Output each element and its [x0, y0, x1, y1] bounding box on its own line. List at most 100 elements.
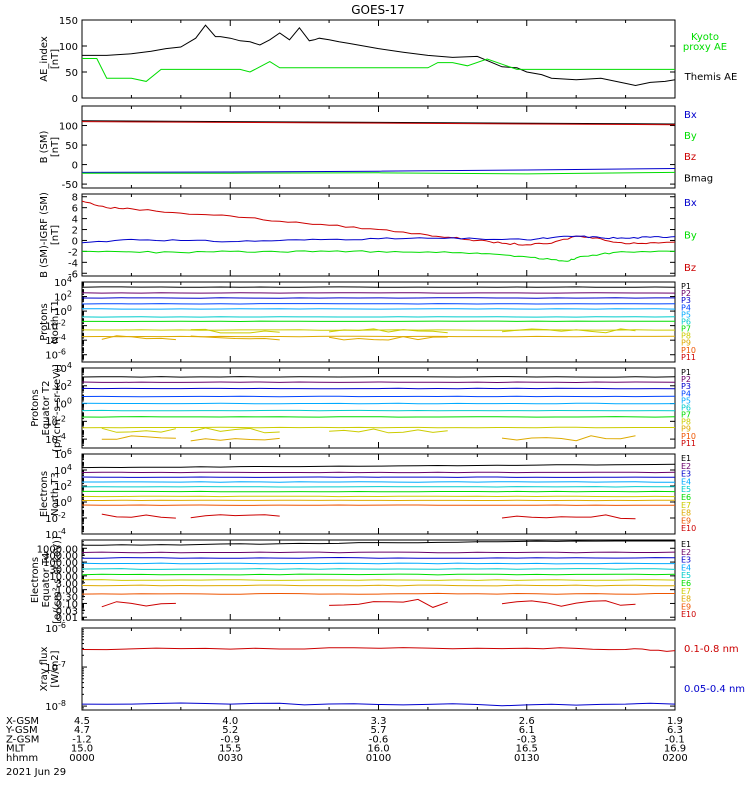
y-tick-label: 102 [54, 290, 72, 304]
y-axis-label: North T3 [50, 472, 61, 516]
y-tick-label: 0.01 [56, 613, 78, 624]
series-0-05-0-4-nm [81, 702, 676, 707]
x-axis-value: 5.2 [222, 725, 238, 736]
y-tick-label: 10-6 [45, 621, 66, 635]
x-axis-table: X-GSM 4.5 4.0 3.3 2.6 1.9 Y-GSM 4.7 5.2 5.7 6.1 6.3… [5, 716, 688, 778]
sparse-channel-line [501, 435, 636, 442]
legend-entry: E7 [681, 501, 691, 510]
y-axis-label: [nT] [50, 137, 61, 157]
legend-entry: P8 [681, 332, 691, 341]
x-axis-value: 0130 [514, 753, 539, 764]
legend-entry: P9 [681, 339, 691, 348]
legend-entry: P11 [681, 353, 696, 362]
channel-line [81, 562, 675, 565]
channel-line [81, 568, 676, 570]
y-axis-label: Protons [30, 389, 41, 426]
sparse-channel-line [101, 435, 176, 440]
series-bx [81, 168, 676, 173]
y-tick-label: 100 [54, 495, 72, 509]
panel-frame [81, 627, 676, 711]
panel-p_t2: 104 102 100 10-2 10-4 Protons Equator T2 [p/(cm… [30, 361, 696, 452]
y-axis-label: [nT] [50, 225, 61, 245]
sparse-channel-line [101, 601, 176, 608]
x-axis-value: 15.5 [219, 744, 241, 755]
x-axis-value: 4.7 [74, 725, 90, 736]
y-tick-label: 100 [59, 122, 78, 133]
y-tick-label: 10-7 [45, 660, 66, 674]
legend-entry: E2 [681, 462, 691, 471]
legend-entry: By [684, 230, 697, 241]
channel-line [81, 579, 676, 581]
legend-entry: P5 [681, 310, 691, 319]
legend-entry: P8 [681, 418, 691, 427]
sparse-channel-line [501, 328, 636, 334]
panel-frame [81, 193, 676, 277]
y-tick-label-minor: 0.03 [56, 606, 78, 617]
y-tick-label: 104 [54, 463, 72, 477]
legend-entry: E9 [681, 602, 691, 611]
legend-entry: E5 [681, 485, 691, 494]
panel-xray: 10-6 10-7 10-8 Xray flux [W/m2] 0.1-0.8 nm 0.0… [39, 621, 745, 713]
y-axis-label: B (SM)-IGRF (SM) [39, 192, 50, 278]
x-axis-value: 16.5 [516, 744, 538, 755]
y-axis-label: [e/(cm²-s-sr-keV)] [52, 536, 63, 624]
legend-entry: E8 [681, 509, 691, 518]
y-tick-label: -2 [68, 247, 78, 258]
legend-entry: E6 [681, 579, 691, 588]
series-kyoto-proxy-ae [82, 58, 675, 82]
x-axis-value: 6.3 [667, 725, 683, 736]
y-tick-label: 10-2 [45, 511, 66, 525]
y-axis-label: Xray flux [39, 647, 50, 692]
x-axis-value: -0.9 [220, 734, 240, 745]
legend-entry: E2 [681, 548, 691, 557]
legend-entry: P2 [681, 375, 691, 384]
channel-line [81, 381, 676, 384]
x-axis-value: 1.9 [667, 716, 683, 727]
x-axis-value: -0.3 [517, 734, 537, 745]
legend-entry: P6 [681, 317, 691, 326]
x-axis-value: 2.6 [519, 716, 535, 727]
legend-entry: 0.1-0.8 nm [684, 644, 739, 655]
y-axis-label: North T1 [50, 300, 61, 344]
y-tick-label: 100 [54, 397, 72, 411]
x-axis-value: -0.1 [665, 734, 685, 745]
y-axis-label: Electrons [30, 557, 41, 603]
y-tick-label: 50 [65, 141, 78, 152]
x-axis-value: 6.1 [519, 725, 535, 736]
legend-entry: E7 [681, 587, 691, 596]
sparse-channel-line [329, 328, 448, 334]
y-tick-label: 0 [72, 161, 78, 172]
channel-line [81, 402, 676, 405]
y-tick-label: 1.00 [56, 586, 78, 597]
y-tick-label: 100 [59, 42, 78, 53]
y-tick-label-minor: 0.30 [56, 593, 78, 604]
x-axis-row-label: MLT [6, 744, 26, 755]
panel-frame [81, 19, 676, 99]
sparse-channel-line [190, 335, 280, 341]
y-tick-label: 100 [54, 304, 72, 318]
x-axis-value: 3.3 [371, 716, 387, 727]
y-axis-label: Electrons [39, 471, 50, 517]
legend-entry: P6 [681, 403, 691, 412]
sparse-channel-line [101, 335, 176, 341]
legend-entry: P3 [681, 382, 691, 391]
y-tick-label: 10-4 [45, 333, 66, 347]
y-tick-label: 102 [54, 379, 72, 393]
channel-line [81, 540, 675, 546]
panel-frame [81, 281, 676, 363]
legend-entry: E3 [681, 470, 691, 479]
legend-entry: E8 [681, 595, 691, 604]
channel-line [81, 592, 675, 595]
legend-entry: P3 [681, 296, 691, 305]
x-axis-row-label: hhmm [6, 753, 38, 764]
y-tick-label: 10-2 [45, 319, 66, 333]
y-tick-label: -6 [68, 269, 78, 280]
sparse-channel-line [190, 328, 280, 334]
panel-frame [81, 105, 676, 189]
panel-e_t4: 1000.00 100.00 10.00 1.00 0.10 0.01 300.00 30.0… [30, 536, 696, 624]
y-tick-label: 100.00 [43, 558, 78, 569]
